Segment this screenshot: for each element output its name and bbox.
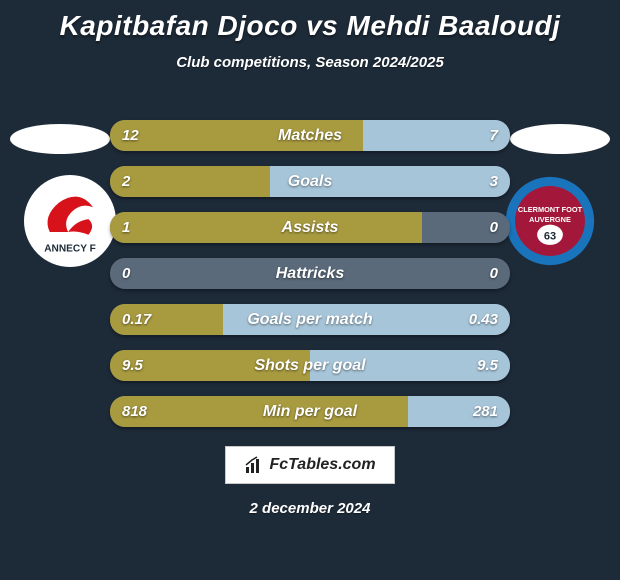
stat-row: 818281Min per goal (110, 396, 510, 427)
svg-text:AUVERGNE: AUVERGNE (529, 215, 571, 224)
fctables-logo: FcTables.com (225, 446, 395, 484)
svg-text:CLERMONT FOOT: CLERMONT FOOT (518, 205, 583, 214)
page-title: Kapitbafan Djoco vs Mehdi Baaloudj (0, 0, 620, 42)
stat-row: 0.170.43Goals per match (110, 304, 510, 335)
stat-row: 00Hattricks (110, 258, 510, 289)
clermont-foot-logo-icon: CLERMONT FOOT AUVERGNE 63 (504, 175, 596, 267)
stat-label: Matches (110, 120, 510, 151)
stat-label: Hattricks (110, 258, 510, 289)
chart-icon (244, 455, 264, 475)
stat-label: Min per goal (110, 396, 510, 427)
stat-label: Goals (110, 166, 510, 197)
stat-row: 10Assists (110, 212, 510, 243)
stat-row: 23Goals (110, 166, 510, 197)
stat-label: Assists (110, 212, 510, 243)
stat-label: Shots per goal (110, 350, 510, 381)
stat-label: Goals per match (110, 304, 510, 335)
content-root: Kapitbafan Djoco vs Mehdi Baaloudj Club … (0, 0, 620, 580)
svg-text:ANNECY F: ANNECY F (44, 243, 96, 254)
stat-row: 9.59.5Shots per goal (110, 350, 510, 381)
player-left-ellipse (10, 124, 110, 154)
svg-text:63: 63 (544, 230, 556, 242)
footer-brand-text: FcTables.com (269, 456, 375, 474)
stat-bars-container: 127Matches 23Goals 10Assists 00Hattricks 0.1… (110, 120, 510, 427)
player-right-ellipse (510, 124, 610, 154)
team-right-badge: CLERMONT FOOT AUVERGNE 63 (504, 175, 596, 267)
page-subtitle: Club competitions, Season 2024/2025 (0, 54, 620, 71)
annecy-fc-logo-icon: ANNECY F (24, 175, 116, 267)
stat-row: 127Matches (110, 120, 510, 151)
team-left-badge: ANNECY F (24, 175, 116, 267)
footer-date: 2 december 2024 (0, 500, 620, 517)
